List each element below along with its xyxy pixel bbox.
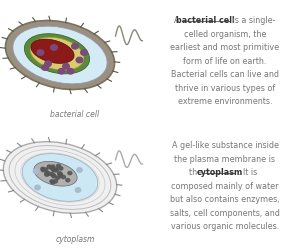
Circle shape [45,172,49,176]
Circle shape [37,50,44,55]
Circle shape [47,165,51,168]
Text: the plasma membrane is: the plasma membrane is [175,155,275,164]
Circle shape [67,68,74,74]
Text: thrive in various types of: thrive in various types of [175,84,275,93]
Text: the: the [189,168,205,177]
Circle shape [50,166,53,170]
Text: salts, cell components, and: salts, cell components, and [170,209,280,218]
Text: various organic molecules.: various organic molecules. [171,222,279,231]
Circle shape [58,172,62,175]
Circle shape [35,185,40,190]
Text: . It is: . It is [238,168,257,177]
Circle shape [81,50,87,55]
Circle shape [54,168,58,171]
Circle shape [54,180,58,183]
Circle shape [51,45,57,50]
Circle shape [52,175,56,178]
Ellipse shape [3,142,117,213]
Text: celled organism, the: celled organism, the [184,30,266,39]
Text: but also contains enzymes,: but also contains enzymes, [170,195,280,204]
Circle shape [66,178,70,182]
Circle shape [63,64,69,69]
Text: is a single-: is a single- [230,16,276,25]
Text: A gel-like substance inside: A gel-like substance inside [172,141,278,150]
Circle shape [45,61,51,66]
Circle shape [52,168,56,172]
Text: Bacterial cells can live and: Bacterial cells can live and [171,70,279,79]
Ellipse shape [22,154,98,202]
Circle shape [41,168,45,172]
Circle shape [50,172,54,176]
Circle shape [61,176,65,179]
Text: earliest and most primitive: earliest and most primitive [170,43,280,52]
Text: form of life on earth.: form of life on earth. [183,57,267,66]
Circle shape [50,180,54,183]
Text: bacterial cell: bacterial cell [50,110,100,119]
Text: A: A [174,16,182,25]
Circle shape [58,173,62,176]
Circle shape [58,68,65,74]
Circle shape [56,176,60,179]
Circle shape [76,57,83,63]
Text: cytoplasm: cytoplasm [55,235,95,244]
Ellipse shape [30,37,84,70]
Text: bacterial cell: bacterial cell [176,16,235,25]
Text: cytoplasm: cytoplasm [197,168,243,177]
Circle shape [51,165,55,168]
Ellipse shape [24,34,90,74]
Circle shape [46,171,50,174]
Circle shape [75,188,81,192]
Text: extreme environments.: extreme environments. [178,97,272,106]
Circle shape [57,164,61,168]
Circle shape [58,174,62,178]
Circle shape [72,44,78,49]
Circle shape [54,169,58,172]
Ellipse shape [13,26,107,84]
Circle shape [68,172,72,175]
Circle shape [42,65,48,70]
Circle shape [59,167,63,170]
Circle shape [45,173,49,176]
Ellipse shape [5,20,115,89]
Ellipse shape [34,162,77,186]
Circle shape [44,168,48,171]
Circle shape [51,181,55,184]
Circle shape [46,172,50,176]
Text: composed mainly of water: composed mainly of water [171,182,279,191]
Circle shape [52,168,56,172]
Circle shape [51,174,55,177]
Ellipse shape [31,39,74,63]
Circle shape [33,169,39,173]
Circle shape [41,167,45,170]
Circle shape [77,168,82,172]
